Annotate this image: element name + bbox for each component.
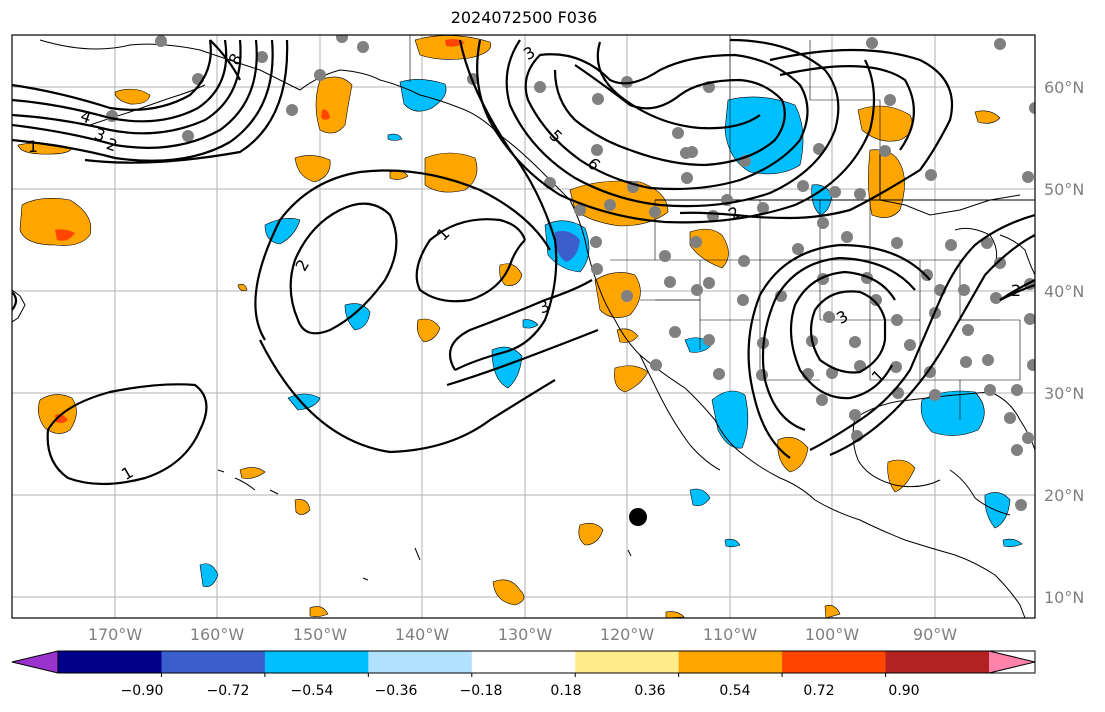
lon-label-170: 170°W [87,625,143,644]
colorbar-label: −0.18 [459,683,503,699]
colorbar-label: 0.72 [803,683,835,699]
islands [217,469,632,581]
lon-label-110: 110°W [702,625,758,644]
colorbar-label: −0.90 [120,683,164,699]
lon-label-90: 90°W [912,625,958,644]
lon-label-140: 140°W [394,625,450,644]
positive-anomaly-patches [17,35,1001,618]
map-title: 2024072500 F036 [450,8,598,27]
colorbar-label: 0.90 [888,683,920,699]
contour-label: 5 [546,126,567,147]
lat-label-40: 40°N [1044,282,1085,301]
lon-label-120: 120°W [599,625,655,644]
contour-label: 2 [291,256,313,274]
strong-negative-patches [554,231,580,262]
lat-label-20: 20°N [1044,486,1085,505]
map-frame [11,34,1036,619]
colorbar-label: −0.72 [206,683,250,699]
marker-dot [629,508,647,526]
lon-label-160: 160°W [189,625,245,644]
lon-label-150: 150°W [292,625,348,644]
lat-label-30: 30°N [1044,384,1085,403]
colorbar-label: −0.36 [374,683,418,699]
contour-label: 8 [224,50,246,68]
contour-lines [12,38,1035,486]
contour-label: 2 [1011,281,1021,300]
lon-label-130: 130°W [497,625,553,644]
lon-label-100: 100°W [804,625,860,644]
lat-label-60: 60°N [1044,78,1085,97]
contour-label: 3 [833,306,851,328]
contour-label: 1 [28,137,38,156]
colorbar-label: 0.54 [719,683,751,699]
colorbar-label: 0.18 [550,683,582,699]
lat-label-10: 10°N [1044,588,1085,607]
colorbar-label: −0.54 [290,683,334,699]
colorbar-label: 0.36 [634,683,666,699]
lat-label-50: 50°N [1044,180,1085,199]
strong-positive-patches [55,39,465,424]
